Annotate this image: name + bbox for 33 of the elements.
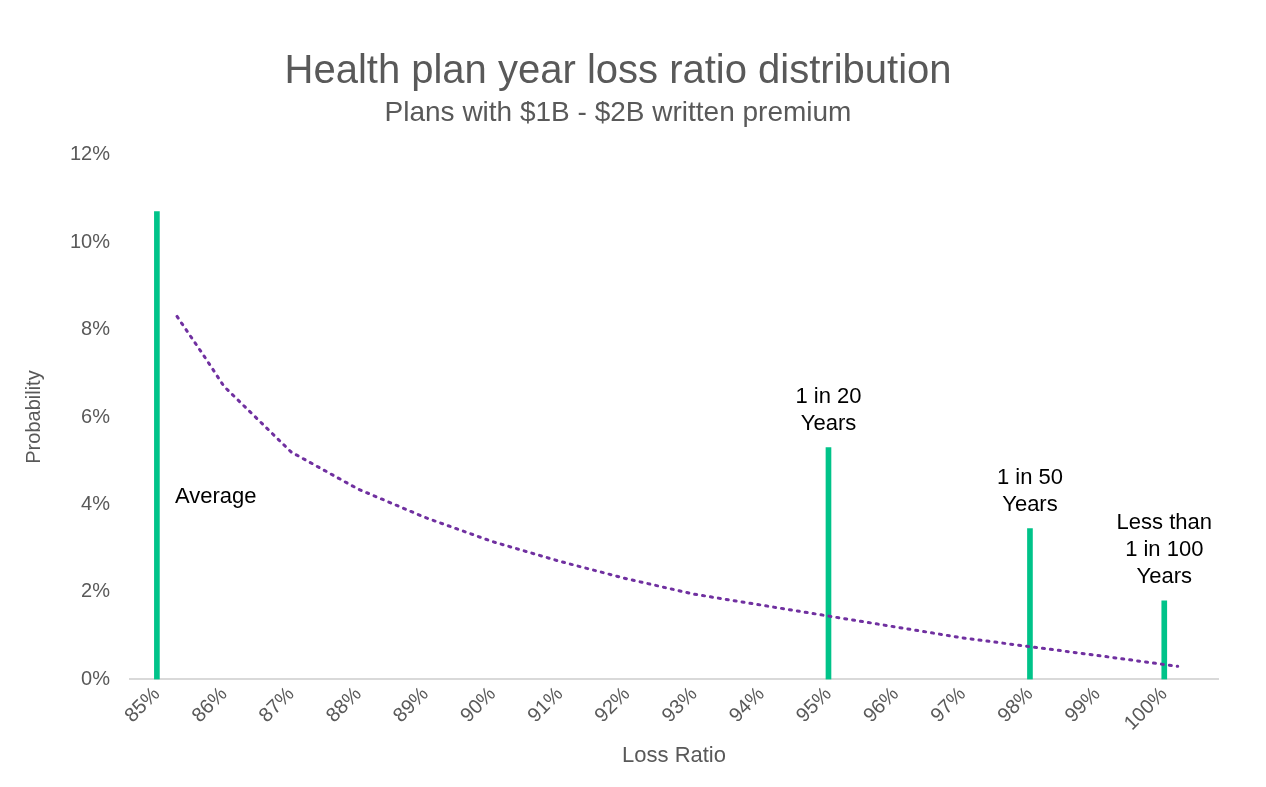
chart-subtitle: Plans with $1B - $2B written premium bbox=[384, 95, 852, 127]
y-tick-label: 10% bbox=[70, 229, 111, 252]
y-axis-title: Probability bbox=[21, 370, 44, 464]
annotation: Less than 1 in 100 Years bbox=[1116, 509, 1212, 589]
x-tick-label: 94% bbox=[724, 681, 769, 726]
y-tick-label: 4% bbox=[81, 492, 111, 515]
x-tick-label: 88% bbox=[321, 681, 366, 726]
annotation: Average bbox=[174, 483, 257, 508]
x-axis-title: Loss Ratio bbox=[622, 741, 726, 767]
bar bbox=[154, 211, 160, 680]
x-tick-label: 89% bbox=[388, 681, 433, 726]
x-tick-label: 99% bbox=[1059, 681, 1104, 726]
x-tick-label: 90% bbox=[455, 681, 500, 726]
y-tick-label: 0% bbox=[81, 666, 111, 689]
x-tick-label: 97% bbox=[925, 681, 970, 726]
y-tick-label: 2% bbox=[81, 579, 111, 602]
x-tick-label: 85% bbox=[119, 681, 164, 726]
y-tick-label: 8% bbox=[81, 317, 111, 340]
x-tick-label: 98% bbox=[992, 681, 1037, 726]
x-tick-label: 96% bbox=[858, 681, 903, 726]
x-tick-label: 86% bbox=[186, 681, 231, 726]
x-tick-label: 91% bbox=[522, 681, 567, 726]
annotation: 1 in 50 Years bbox=[996, 464, 1063, 517]
x-tick-label: 95% bbox=[791, 681, 836, 726]
x-tick-label: 87% bbox=[254, 681, 299, 726]
x-tick-label: 92% bbox=[589, 681, 634, 726]
bar bbox=[1027, 528, 1033, 680]
x-tick-label: 93% bbox=[657, 681, 702, 726]
y-tick-label: 6% bbox=[81, 404, 111, 427]
bar bbox=[1161, 600, 1168, 680]
annotation: 1 in 20 Years bbox=[795, 383, 862, 436]
chart-title: Health plan year loss ratio distribution bbox=[284, 47, 952, 92]
y-tick-label: 12% bbox=[70, 142, 111, 165]
